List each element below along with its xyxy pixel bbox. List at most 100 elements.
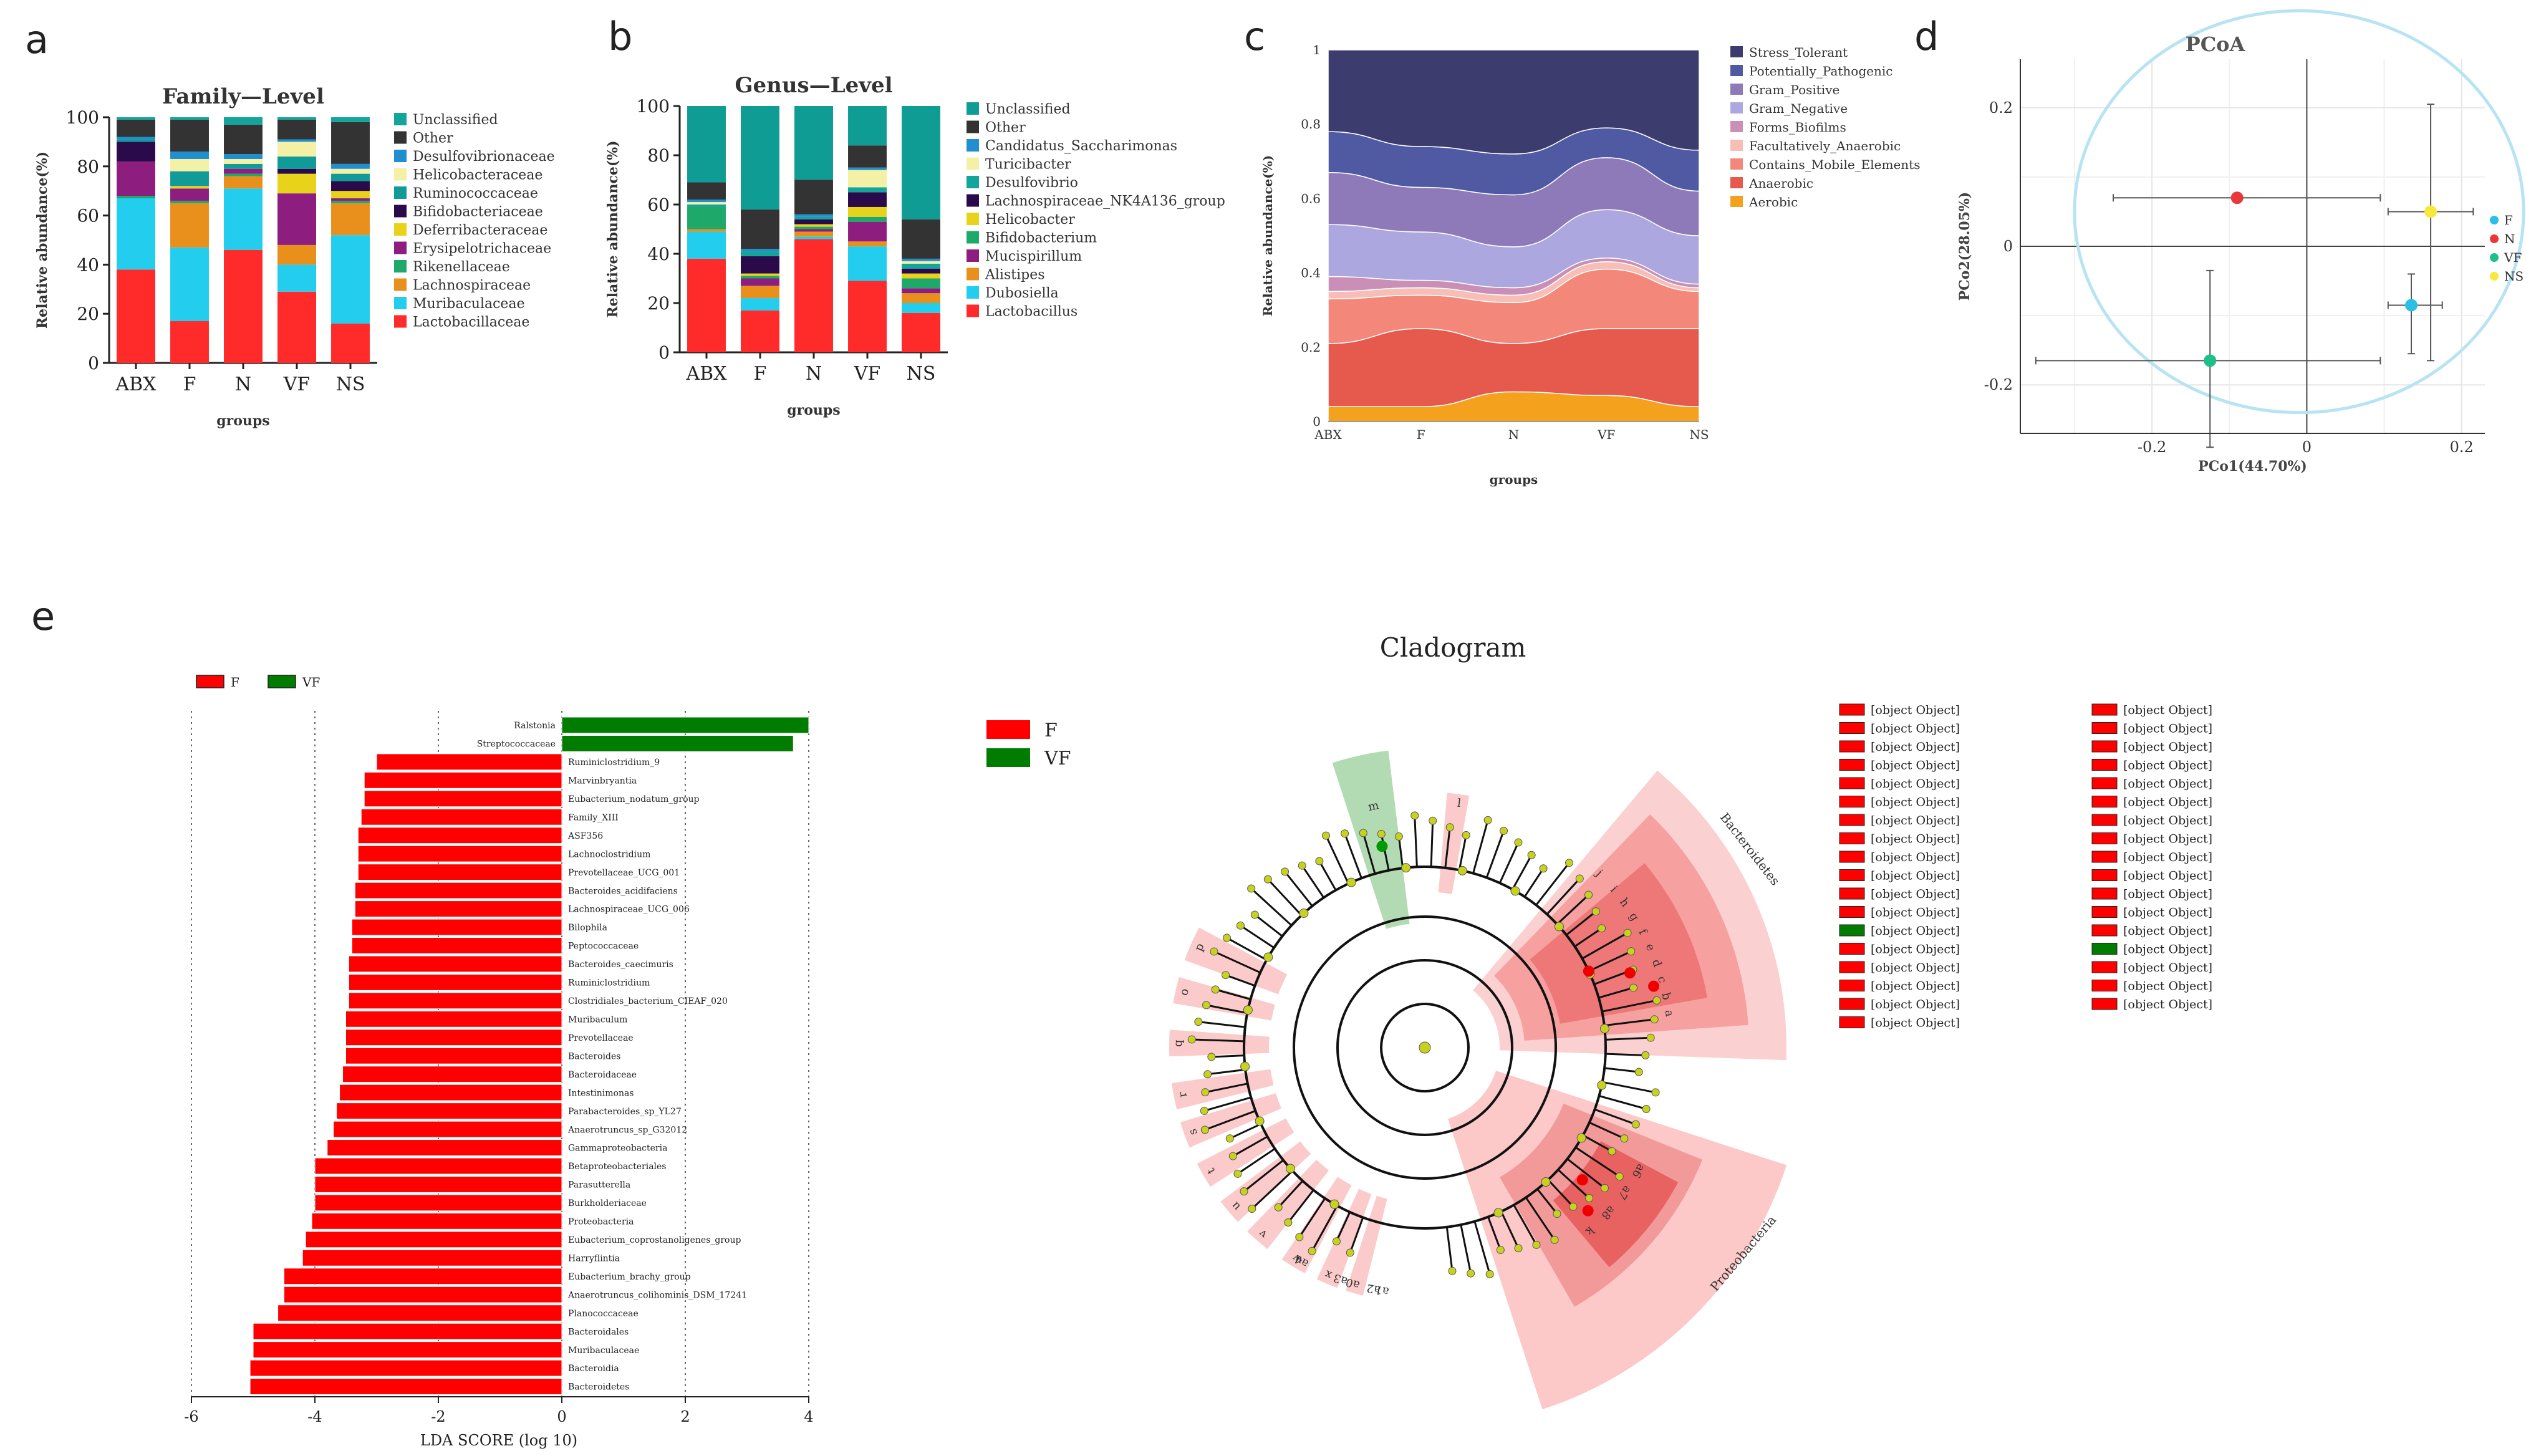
y-tick-label: 80: [647, 145, 670, 166]
key-swatch: [2091, 943, 2118, 955]
bar-segment: [277, 139, 316, 142]
x-tick-label: ABX: [115, 374, 157, 395]
tree-ring: [1380, 1003, 1470, 1092]
tree-node: [1359, 829, 1367, 837]
legend-swatch: [196, 675, 224, 688]
bar-segment: [170, 188, 209, 201]
tree-branch: [1525, 1197, 1556, 1241]
lda-bar: [364, 790, 562, 808]
bar-segment: [902, 278, 940, 289]
panel-a-family-bar-chart: Family—Level 0 20 40 60 80 100 ABX F N VF NS groups R…: [34, 84, 555, 429]
tree-branch: [1205, 1082, 1248, 1094]
legend-label: Ruminococcaceae: [413, 186, 538, 201]
tree-node: [1608, 1147, 1616, 1155]
tree-branch: [1254, 914, 1283, 937]
legend-swatch: [1730, 158, 1743, 170]
x-tick-label: VF: [854, 363, 880, 385]
lda-bar: [360, 808, 562, 826]
key-label: [object Object]: [2123, 814, 2212, 827]
lda-bar: [357, 845, 562, 862]
x-axis-label: groups: [1490, 472, 1538, 487]
lda-bar: [342, 1066, 562, 1083]
key-label: [object Object]: [1871, 832, 1960, 846]
tree-node: [1615, 1172, 1624, 1181]
legend-label: Anaerobic: [1748, 176, 1813, 191]
panel-e-cladogram: CladogramFVFBacteroidetesProteobacterial…: [986, 632, 2212, 1410]
legend-label: N: [2504, 231, 2515, 246]
tree-branch: [1588, 950, 1632, 972]
tree-node: [1329, 1199, 1339, 1209]
legend-label: Forms_Biofilms: [1749, 120, 1846, 135]
bar-segment: [902, 219, 940, 259]
legend-swatch: [394, 278, 407, 291]
tree-node: [1250, 910, 1259, 919]
bar-segment: [687, 200, 726, 203]
tree-branch: [1240, 925, 1275, 949]
y-tick-label: 100: [637, 96, 670, 117]
key-swatch: [2091, 998, 2118, 1010]
bar-segment: [117, 142, 155, 162]
key-label: [object Object]: [2123, 924, 2212, 938]
tree-node: [1263, 875, 1272, 884]
tree-node: [1228, 1152, 1237, 1160]
y-tick-label: 100: [66, 107, 99, 128]
tree-node: [1527, 851, 1536, 859]
bar-segment: [170, 247, 209, 322]
bar-segment: [170, 119, 209, 152]
tree-node: [1500, 826, 1508, 835]
bar-label: Muribaculum: [568, 1015, 627, 1025]
legend-label: Helicobacter: [985, 212, 1075, 228]
tree-node: [1585, 1194, 1594, 1203]
legend-label: Unclassified: [985, 102, 1071, 117]
legend-label: VF: [2504, 250, 2522, 265]
y-tick-label: 20: [77, 304, 99, 324]
bar-segment: [331, 323, 370, 363]
bar-segment: [794, 180, 833, 215]
tree-branch: [1215, 988, 1251, 1000]
y-tick-label: 0.6: [1301, 191, 1321, 206]
bar-segment: [794, 224, 833, 227]
tree-branch: [1267, 879, 1303, 916]
tree-branch: [1301, 865, 1325, 899]
tree-node: [1207, 1053, 1216, 1061]
tree-branch: [1535, 862, 1570, 906]
legend-label: Desulfovibrio: [985, 175, 1078, 191]
lda-bar: [345, 1029, 562, 1046]
bar-segment: [331, 163, 370, 169]
tree-node: [1284, 1218, 1293, 1227]
bar-segment: [902, 261, 940, 264]
legend-marker: [2490, 272, 2499, 281]
bar-segment: [848, 192, 887, 207]
tree-node: [1322, 831, 1331, 840]
tree-branch: [1582, 1134, 1613, 1152]
key-swatch: [1839, 740, 1865, 753]
lda-bar: [284, 1286, 562, 1303]
bar-segment: [687, 258, 726, 352]
bar-segment: [741, 310, 779, 352]
legend-swatch: [394, 260, 407, 272]
lda-bar: [333, 1121, 562, 1138]
tree-node: [1646, 1033, 1655, 1042]
key-label: [object Object]: [2123, 869, 2212, 883]
legend-swatch: [967, 194, 979, 207]
bar-segment: [117, 117, 155, 120]
lda-bar: [284, 1268, 562, 1285]
legend-label: Bifidobacterium: [985, 231, 1097, 246]
legend-label: Deferribacteraceae: [413, 223, 547, 238]
bar-segment: [331, 200, 370, 203]
bar-label: Bacteroidales: [568, 1327, 629, 1337]
clade-letter: a1: [1374, 1283, 1390, 1298]
bar-segment: [848, 246, 887, 281]
bar-label: Ralstonia: [514, 721, 556, 731]
legend-label: VF: [1044, 748, 1071, 769]
tree-branch: [1344, 833, 1362, 879]
tree-node-highlight: [1576, 1174, 1588, 1186]
bar-segment: [224, 163, 263, 169]
tree-node: [1448, 1266, 1457, 1275]
legend-marker: [2490, 216, 2499, 224]
key-label: [object Object]: [2123, 980, 2212, 993]
key-swatch: [2091, 722, 2118, 734]
key-label: [object Object]: [1871, 796, 1960, 809]
bar-segment: [848, 281, 887, 352]
lda-bar: [311, 1212, 562, 1230]
